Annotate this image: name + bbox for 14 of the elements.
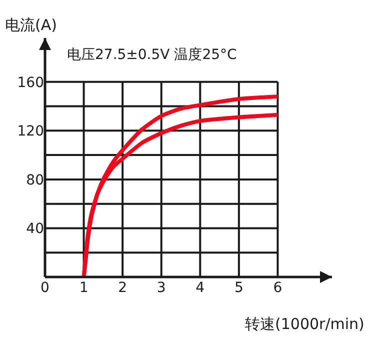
y-tick-label: 120 xyxy=(17,124,44,140)
text: 电压27.5±0.5V 温度25°C xyxy=(67,47,238,63)
y-tick-label: 160 xyxy=(17,74,44,91)
x-tick-label: 5 xyxy=(234,280,244,296)
x-tick-label: 2 xyxy=(118,280,128,296)
x-tick-label: 3 xyxy=(156,280,166,296)
x-axis-title: 转速(1000r/min) xyxy=(245,315,364,333)
x-tick-label: 4 xyxy=(196,280,205,296)
y-tick-label: 40 xyxy=(26,221,44,238)
x-tick-label: 0 xyxy=(40,280,50,296)
y-tick-label: 80 xyxy=(26,172,44,188)
x-tick-label: 6 xyxy=(273,280,282,296)
x-tick-label: 1 xyxy=(79,280,88,296)
y-axis-title: 电流(A) xyxy=(5,16,57,34)
